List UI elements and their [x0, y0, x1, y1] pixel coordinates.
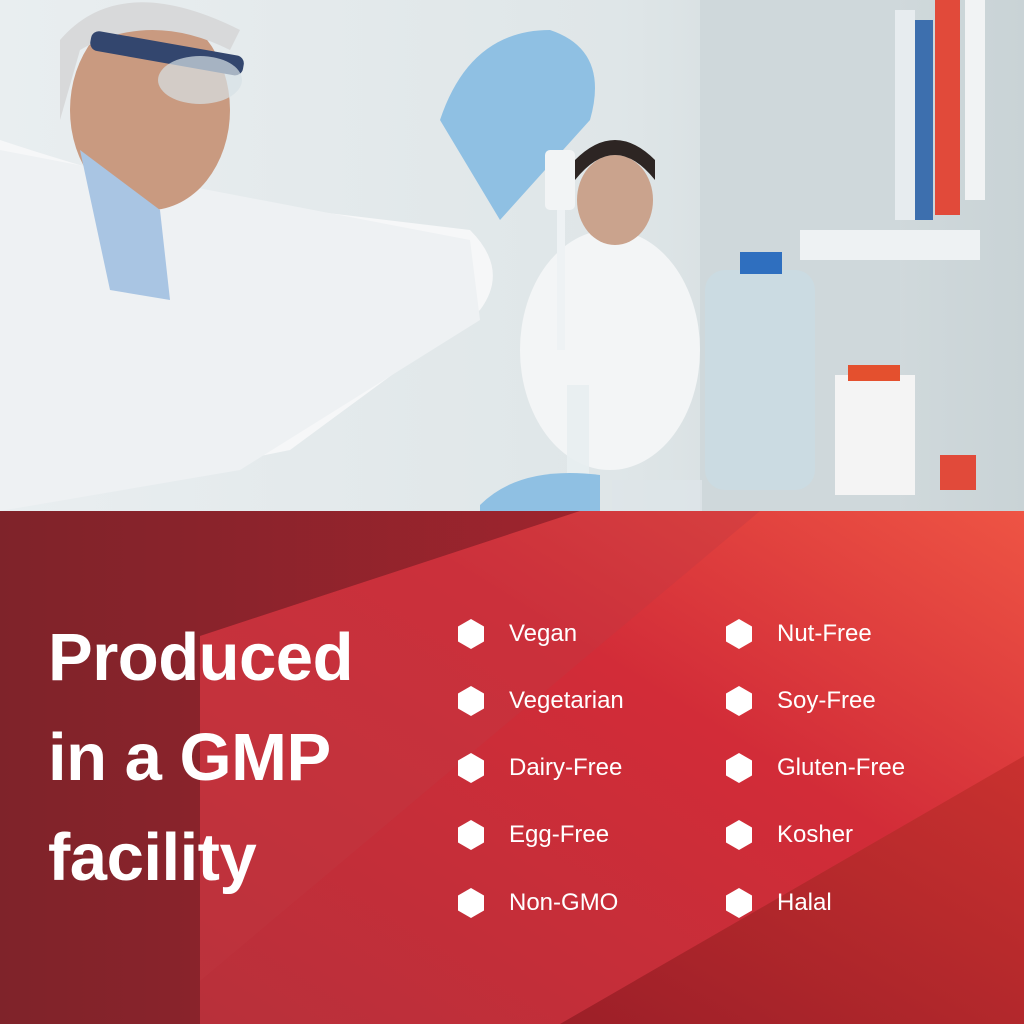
attribute-label: Non-GMO	[509, 889, 619, 916]
hexagon-icon	[458, 888, 484, 918]
attribute-item: Halal	[726, 888, 832, 918]
attribute-item: Vegetarian	[458, 686, 624, 716]
attribute-item: Dairy-Free	[458, 753, 622, 783]
headline: Produced in a GMP facility	[48, 608, 354, 908]
shelf-bottles	[895, 0, 985, 220]
attribute-label: Egg-Free	[509, 821, 610, 848]
attribute-label: Gluten-Free	[777, 754, 906, 781]
attribute-item: Vegan	[458, 619, 577, 649]
attribute-item: Non-GMO	[458, 888, 618, 918]
attribute-item: Gluten-Free	[726, 753, 905, 783]
hexagon-icon	[726, 619, 752, 649]
attribute-item: Soy-Free	[726, 686, 876, 716]
attribute-label: Vegetarian	[509, 687, 624, 714]
attribute-label: Kosher	[777, 821, 854, 848]
attribute-label: Vegan	[509, 620, 578, 647]
red-background-panel	[0, 511, 1024, 1024]
headline-line-1: Produced	[48, 620, 354, 695]
hexagon-icon	[726, 820, 752, 850]
attribute-label: Dairy-Free	[509, 754, 623, 781]
headline-line-2: in a GMP	[48, 720, 331, 795]
attribute-item: Kosher	[726, 820, 853, 850]
attribute-item: Egg-Free	[458, 820, 609, 850]
attribute-label: Nut-Free	[777, 620, 872, 647]
hexagon-icon	[726, 753, 752, 783]
hexagon-icon	[458, 820, 484, 850]
attribute-label: Soy-Free	[777, 687, 876, 714]
hexagon-icon	[726, 686, 752, 716]
attribute-item: Nut-Free	[726, 619, 872, 649]
hexagon-icon	[458, 686, 484, 716]
hexagon-icon	[458, 619, 484, 649]
hexagon-icon	[458, 753, 484, 783]
hexagon-icon	[726, 888, 752, 918]
headline-line-3: facility	[48, 820, 257, 895]
lab-scientist-photo	[0, 0, 1024, 511]
attribute-label: Halal	[777, 889, 832, 916]
